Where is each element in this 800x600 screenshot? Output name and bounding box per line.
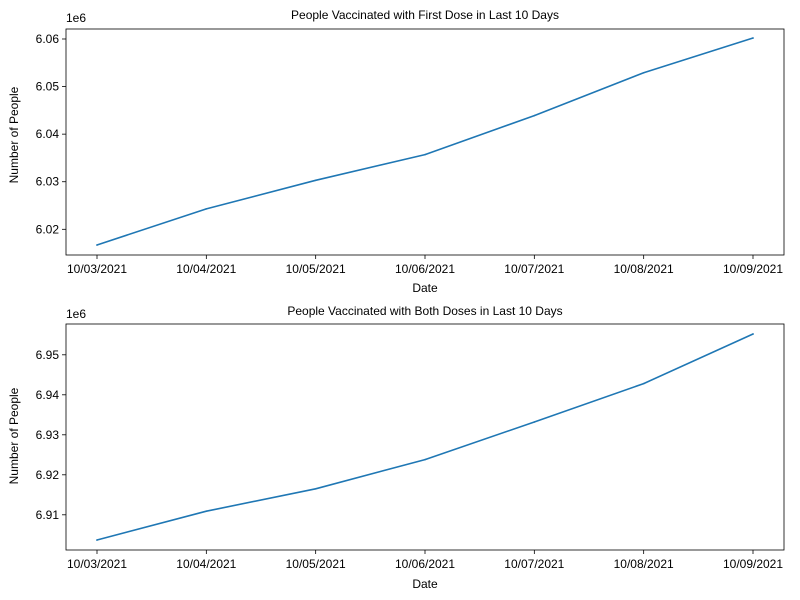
data-point <box>205 510 208 512</box>
y-tick-label: 6.02 <box>36 222 60 236</box>
y-tick-label: 6.95 <box>36 348 60 362</box>
data-point <box>424 153 426 156</box>
x-tick-label: 10/06/2021 <box>395 557 455 571</box>
chart-both-doses: People Vaccinated with Both Doses in Las… <box>7 304 785 591</box>
y-tick-label: 6.05 <box>36 80 60 94</box>
ticks-group: 10/03/2021 10/04/2021 10/05/2021 10/06/2021… <box>36 32 784 276</box>
x-tick-label: 10/05/2021 <box>286 557 346 571</box>
data-point <box>752 37 754 39</box>
y-tick-label: 6.04 <box>36 127 60 141</box>
x-axis-label: Date <box>412 281 438 295</box>
data-point <box>642 382 645 385</box>
y-tick-label: 6.06 <box>36 32 60 46</box>
chart-title: People Vaccinated with First Dose in Las… <box>291 8 559 22</box>
x-tick-label: 10/04/2021 <box>176 262 236 276</box>
x-tick-label: 10/08/2021 <box>614 557 674 571</box>
x-tick-label: 10/05/2021 <box>286 262 346 276</box>
data-point <box>314 488 317 490</box>
series-line <box>96 37 754 246</box>
y-offset-label: 1e6 <box>66 11 86 25</box>
x-tick-label: 10/06/2021 <box>395 262 455 276</box>
data-point <box>642 71 645 74</box>
data-point <box>424 458 426 461</box>
y-tick-label: 6.92 <box>36 468 60 482</box>
x-tick-label: 10/03/2021 <box>67 262 127 276</box>
y-tick-label: 6.03 <box>36 175 60 189</box>
y-tick-label: 6.94 <box>36 388 60 402</box>
y-tick-label: 6.91 <box>36 508 60 522</box>
x-axis-label: Date <box>412 577 438 591</box>
y-axis-label: Number of People <box>7 387 21 484</box>
data-point <box>533 421 536 423</box>
y-tick-label: 6.93 <box>36 428 60 442</box>
x-tick-label: 10/07/2021 <box>504 262 564 276</box>
plot-area <box>65 28 785 256</box>
chart-first-dose: People Vaccinated with First Dose in Las… <box>7 8 785 295</box>
x-tick-label: 10/08/2021 <box>614 262 674 276</box>
data-point <box>96 539 98 541</box>
x-tick-label: 10/04/2021 <box>176 557 236 571</box>
data-point <box>752 333 754 335</box>
series-line <box>96 333 754 541</box>
x-tick-label: 10/09/2021 <box>723 262 783 276</box>
x-tick-label: 10/07/2021 <box>504 557 564 571</box>
data-point <box>314 179 317 182</box>
data-point <box>205 208 208 210</box>
x-tick-label: 10/09/2021 <box>723 557 783 571</box>
y-offset-label: 1e6 <box>66 307 86 321</box>
ticks-group: 10/03/2021 10/04/2021 10/05/2021 10/06/2021… <box>36 348 784 571</box>
y-axis-label: Number of People <box>7 86 21 183</box>
data-point <box>96 244 98 246</box>
chart-title: People Vaccinated with Both Doses in Las… <box>287 304 562 318</box>
data-point <box>533 114 536 117</box>
x-tick-label: 10/03/2021 <box>67 557 127 571</box>
plot-area <box>65 323 785 551</box>
